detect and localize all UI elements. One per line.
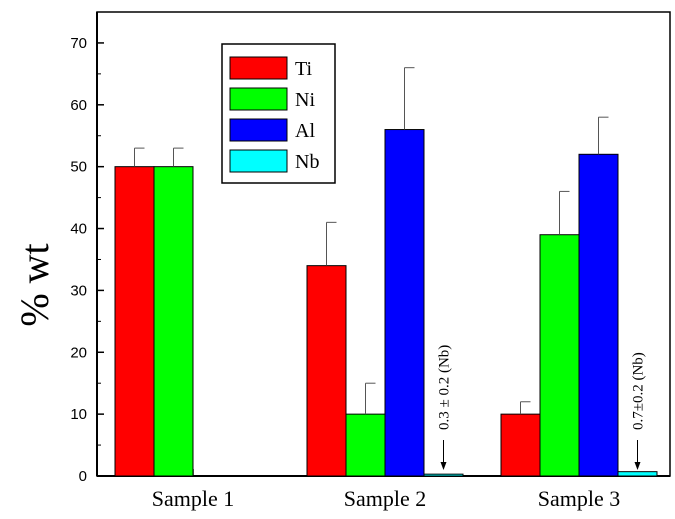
legend-swatch: [229, 149, 288, 173]
bar: [306, 265, 347, 477]
legend-swatch: [229, 87, 288, 111]
bar: [539, 234, 580, 477]
legend: Ti Ni Al Nb: [221, 43, 336, 184]
bar: [384, 129, 425, 477]
axes: 0 10 20 30 40 50 60 70 Sample 1 Sample 2 Sample 3: [70, 11, 671, 511]
annotations: 0.3 ± 0.2 (Nb) 0.7±0.2 (Nb): [437, 345, 647, 470]
y-tick-label: 30: [70, 282, 87, 299]
legend-label: Al: [295, 120, 315, 142]
x-tick-label: Sample 2: [344, 486, 427, 511]
bar: [617, 471, 658, 477]
y-tick-label: 40: [70, 221, 87, 238]
y-tick-label: 20: [70, 344, 87, 361]
bar: [500, 413, 541, 477]
y-tick-label: 0: [79, 468, 87, 485]
x-tick-label: Sample 1: [152, 486, 235, 511]
bar: [578, 153, 619, 477]
annotation-text: 0.7±0.2 (Nb): [631, 352, 647, 430]
y-tick-label: 70: [70, 35, 87, 52]
legend-swatch: [229, 118, 288, 142]
annotation-text: 0.3 ± 0.2 (Nb): [437, 345, 453, 430]
legend-label: Nb: [295, 151, 319, 173]
annotation-arrowhead: [634, 462, 641, 470]
bar: [345, 413, 386, 477]
y-tick-label: 60: [70, 97, 87, 114]
bar: [153, 166, 194, 477]
bar: [114, 166, 155, 477]
legend-label: Ti: [295, 58, 313, 80]
y-tick-label: 10: [70, 406, 87, 423]
y-axis-label: % wt: [12, 243, 57, 326]
bars: [114, 67, 658, 477]
annotation-arrowhead: [440, 462, 447, 470]
y-tick-label: 50: [70, 159, 87, 176]
bar: [423, 473, 464, 477]
legend-swatch: [229, 56, 288, 80]
x-tick-label: Sample 3: [538, 486, 621, 511]
legend-label: Ni: [295, 89, 315, 111]
